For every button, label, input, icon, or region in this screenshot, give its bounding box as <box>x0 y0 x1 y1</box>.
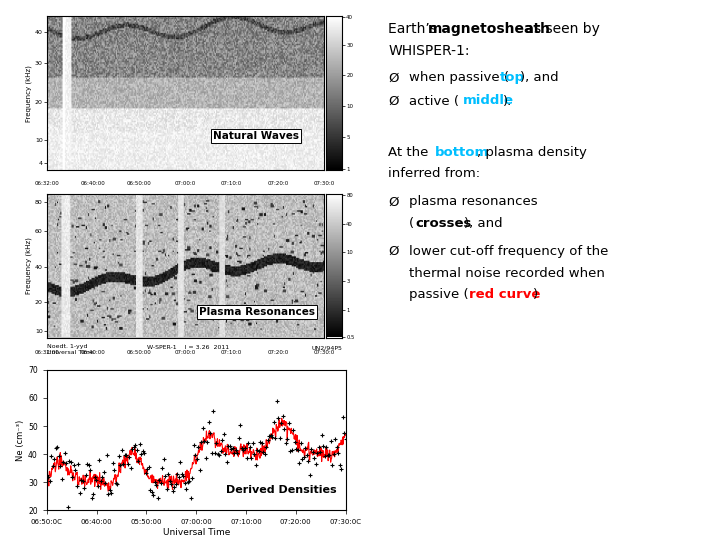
Text: 06:32:00: 06:32:00 <box>35 350 59 355</box>
Text: Ø: Ø <box>388 245 399 258</box>
Text: 06:50:00: 06:50:00 <box>127 181 152 186</box>
Text: (: ( <box>409 217 414 230</box>
Text: ).: ). <box>503 94 513 107</box>
Text: 07:00:0: 07:00:0 <box>175 181 196 186</box>
Text: 06:32:00: 06:32:00 <box>35 181 59 186</box>
Text: plasma resonances: plasma resonances <box>409 195 538 208</box>
Text: magnetosheath: magnetosheath <box>428 22 551 36</box>
Text: Earth’s: Earth’s <box>388 22 441 36</box>
Y-axis label: Frequency (kHz): Frequency (kHz) <box>25 238 32 294</box>
Text: 07:20:0: 07:20:0 <box>267 181 289 186</box>
Text: WHISPER-1:: WHISPER-1: <box>388 44 469 58</box>
Text: 06:40:00: 06:40:00 <box>81 350 105 355</box>
Text: active (: active ( <box>409 94 459 107</box>
Y-axis label: Frequency (kHz): Frequency (kHz) <box>25 65 32 122</box>
Text: Natural Waves: Natural Waves <box>213 131 299 141</box>
Text: ): ) <box>534 288 539 301</box>
Text: UN2/94P5: UN2/94P5 <box>311 345 342 350</box>
Text: 07:20:0: 07:20:0 <box>267 350 289 355</box>
Text: Plasma Resonances: Plasma Resonances <box>199 307 315 316</box>
Text: 07:10:0: 07:10:0 <box>221 181 242 186</box>
Text: Ø: Ø <box>388 195 399 208</box>
Text: when passive (: when passive ( <box>409 71 509 84</box>
Text: top: top <box>500 71 524 84</box>
Text: ), and: ), and <box>464 217 503 230</box>
Text: inferred from:: inferred from: <box>388 167 480 180</box>
Text: crosses: crosses <box>415 217 472 230</box>
Text: 07:30:0: 07:30:0 <box>313 350 335 355</box>
Text: passive (: passive ( <box>409 288 469 301</box>
Text: lower cut-off frequency of the: lower cut-off frequency of the <box>409 245 608 258</box>
Text: red curve: red curve <box>469 288 541 301</box>
Text: 07:10:0: 07:10:0 <box>221 350 242 355</box>
Text: as seen by: as seen by <box>521 22 600 36</box>
Text: , plasma density: , plasma density <box>477 146 587 159</box>
X-axis label: Universal Time: Universal Time <box>163 528 230 537</box>
Text: 07:30:0: 07:30:0 <box>313 181 335 186</box>
Text: Ø: Ø <box>388 94 399 107</box>
Text: ), and: ), and <box>520 71 558 84</box>
Text: Noedt. 1-yyd: Noedt. 1-yyd <box>47 345 87 349</box>
Text: 07:00:0: 07:00:0 <box>175 350 196 355</box>
Text: 06:40:00: 06:40:00 <box>81 181 105 186</box>
Text: thermal noise recorded when: thermal noise recorded when <box>409 267 605 280</box>
Text: Universal Time: Universal Time <box>47 350 94 355</box>
Text: bottom: bottom <box>435 146 489 159</box>
Y-axis label: Ne (cm⁻³): Ne (cm⁻³) <box>17 420 25 461</box>
Text: middle: middle <box>462 94 513 107</box>
Text: W-SPER-1    l = 3.26  2011: W-SPER-1 l = 3.26 2011 <box>148 345 230 350</box>
Text: Ø: Ø <box>388 71 399 84</box>
Text: 06:50:00: 06:50:00 <box>127 350 152 355</box>
Text: At the: At the <box>388 146 433 159</box>
Text: Derived Densities: Derived Densities <box>226 485 337 496</box>
